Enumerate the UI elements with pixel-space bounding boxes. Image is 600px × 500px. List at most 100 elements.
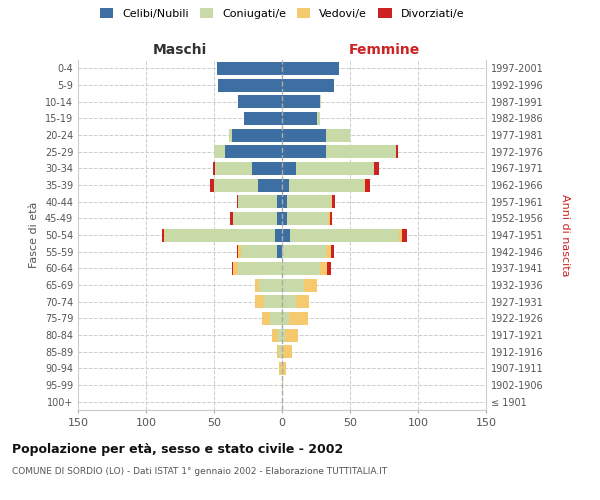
Bar bbox=[282, 78, 334, 92]
Bar bbox=[262, 312, 282, 325]
Bar bbox=[282, 112, 320, 125]
Bar bbox=[217, 62, 282, 75]
Bar bbox=[282, 145, 398, 158]
Bar bbox=[233, 262, 282, 275]
Bar bbox=[233, 212, 282, 225]
Bar bbox=[282, 228, 399, 241]
Bar bbox=[214, 145, 282, 158]
Bar bbox=[275, 228, 282, 241]
Bar bbox=[277, 345, 282, 358]
Bar bbox=[282, 178, 364, 192]
Bar bbox=[272, 328, 282, 342]
Bar bbox=[282, 145, 396, 158]
Bar bbox=[282, 195, 331, 208]
Bar bbox=[164, 228, 282, 241]
Bar bbox=[282, 195, 287, 208]
Bar bbox=[282, 195, 332, 208]
Bar bbox=[229, 128, 282, 141]
Bar bbox=[282, 262, 320, 275]
Bar bbox=[282, 178, 365, 192]
Bar bbox=[233, 212, 282, 225]
Bar bbox=[282, 295, 296, 308]
Bar bbox=[282, 345, 292, 358]
Bar bbox=[244, 112, 282, 125]
Bar bbox=[282, 245, 334, 258]
Bar bbox=[282, 262, 327, 275]
Bar bbox=[238, 95, 282, 108]
Bar bbox=[282, 128, 350, 141]
Bar bbox=[282, 112, 320, 125]
Bar bbox=[282, 128, 350, 141]
Bar bbox=[218, 78, 282, 92]
Y-axis label: Fasce di età: Fasce di età bbox=[29, 202, 39, 268]
Bar bbox=[282, 178, 370, 192]
Text: Maschi: Maschi bbox=[153, 42, 207, 56]
Bar bbox=[282, 95, 322, 108]
Bar bbox=[217, 62, 282, 75]
Bar bbox=[282, 78, 334, 92]
Bar bbox=[238, 262, 282, 275]
Bar bbox=[238, 95, 282, 108]
Bar bbox=[255, 295, 282, 308]
Bar bbox=[282, 328, 285, 342]
Bar bbox=[255, 278, 282, 291]
Bar bbox=[230, 212, 282, 225]
Bar bbox=[232, 262, 282, 275]
Bar bbox=[262, 312, 282, 325]
Bar bbox=[165, 228, 282, 241]
Text: Popolazione per età, sesso e stato civile - 2002: Popolazione per età, sesso e stato civil… bbox=[12, 442, 343, 456]
Bar bbox=[282, 295, 309, 308]
Bar bbox=[218, 78, 282, 92]
Bar bbox=[282, 328, 298, 342]
Bar bbox=[282, 128, 326, 141]
Bar bbox=[279, 362, 282, 375]
Bar bbox=[277, 195, 282, 208]
Bar bbox=[282, 362, 286, 375]
Bar bbox=[282, 95, 322, 108]
Bar bbox=[282, 228, 401, 241]
Bar bbox=[225, 145, 282, 158]
Bar bbox=[218, 78, 282, 92]
Bar bbox=[282, 295, 309, 308]
Bar bbox=[217, 62, 282, 75]
Bar bbox=[281, 362, 282, 375]
Bar bbox=[282, 278, 317, 291]
Bar bbox=[214, 145, 282, 158]
Bar bbox=[229, 128, 282, 141]
Bar bbox=[282, 112, 320, 125]
Bar bbox=[282, 78, 334, 92]
Text: Femmine: Femmine bbox=[349, 42, 419, 56]
Bar bbox=[210, 178, 282, 192]
Bar bbox=[215, 162, 282, 175]
Bar bbox=[282, 162, 374, 175]
Bar bbox=[244, 112, 282, 125]
Bar bbox=[229, 128, 282, 141]
Bar bbox=[279, 362, 282, 375]
Bar bbox=[282, 278, 304, 291]
Bar bbox=[265, 295, 282, 308]
Bar bbox=[270, 312, 282, 325]
Bar bbox=[282, 195, 335, 208]
Bar bbox=[214, 145, 282, 158]
Bar bbox=[277, 212, 282, 225]
Bar bbox=[212, 162, 282, 175]
Bar bbox=[244, 112, 282, 125]
Bar bbox=[237, 245, 282, 258]
Bar bbox=[282, 228, 290, 241]
Bar bbox=[282, 345, 292, 358]
Bar bbox=[238, 245, 282, 258]
Bar bbox=[282, 95, 320, 108]
Bar bbox=[282, 145, 326, 158]
Bar bbox=[217, 62, 282, 75]
Bar bbox=[255, 295, 282, 308]
Bar bbox=[282, 78, 334, 92]
Bar bbox=[238, 95, 282, 108]
Bar bbox=[282, 312, 308, 325]
Bar bbox=[163, 228, 282, 241]
Bar bbox=[282, 162, 374, 175]
Bar bbox=[282, 178, 289, 192]
Bar bbox=[255, 278, 282, 291]
Text: COMUNE DI SORDIO (LO) - Dati ISTAT 1° gennaio 2002 - Elaborazione TUTTITALIA.IT: COMUNE DI SORDIO (LO) - Dati ISTAT 1° ge… bbox=[12, 468, 387, 476]
Bar bbox=[282, 262, 331, 275]
Bar bbox=[278, 328, 282, 342]
